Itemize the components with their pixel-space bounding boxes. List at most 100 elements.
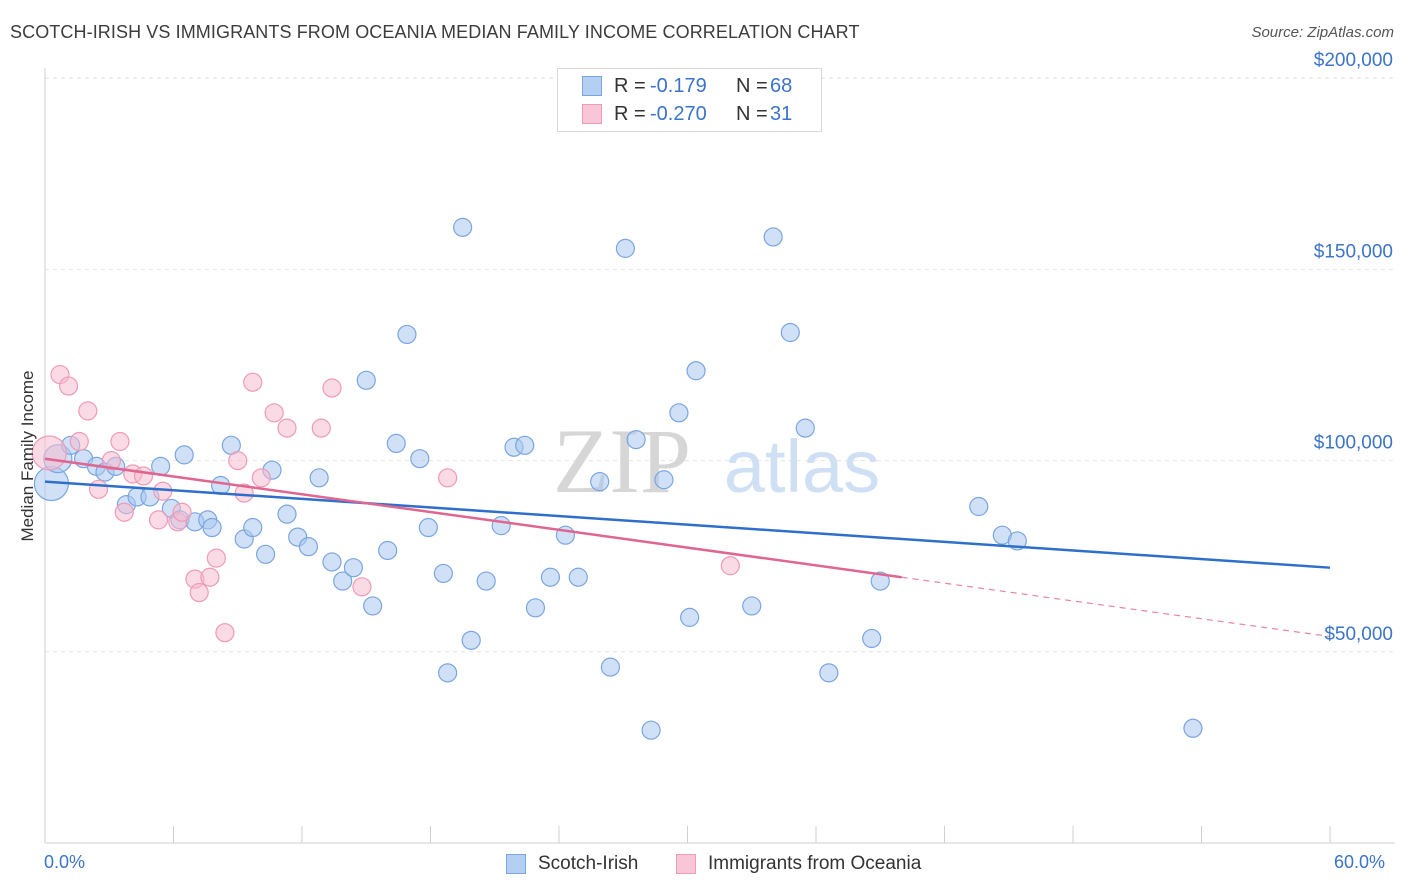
scotch-irish-point	[356, 370, 376, 390]
y-tick-label: $50,000	[1324, 624, 1393, 645]
oceania-point	[114, 502, 134, 522]
oceania-point	[200, 567, 220, 587]
series-legend-scotch-irish[interactable]: Scotch-Irish	[506, 852, 638, 876]
scotch-irish-point	[525, 598, 546, 618]
oceania-point	[69, 431, 89, 452]
scotch-irish-point	[343, 558, 363, 578]
scotch-irish-point	[590, 472, 610, 492]
oceania-trend-extension	[901, 576, 1331, 638]
oceania-point	[352, 577, 372, 597]
oceania-point	[206, 548, 226, 568]
oceania-point	[234, 483, 254, 503]
chart-title: SCOTCH-IRISH VS IMMIGRANTS FROM OCEANIA …	[10, 22, 860, 42]
scotch-irish-point	[363, 596, 383, 616]
scotch-irish-point	[476, 571, 496, 591]
scotch-irish-point	[626, 429, 646, 450]
x-tick-label-min: 0.0%	[44, 852, 86, 872]
legend-swatch-blue	[582, 76, 602, 96]
scotch-irish-point	[969, 496, 989, 517]
legend-n-label: N =	[736, 102, 768, 125]
grid-lines	[45, 77, 1395, 653]
oceania-point	[720, 556, 740, 576]
scotch-irish-point	[333, 571, 353, 591]
oceania-point	[277, 418, 297, 438]
oceania-point	[148, 510, 169, 530]
oceania-point	[189, 582, 209, 603]
watermark: ZIP atlas	[553, 410, 880, 512]
source-label: Source: ZipAtlas.com	[1251, 24, 1394, 41]
legend-n-value: 31	[770, 102, 793, 125]
scotch-irish-point	[641, 720, 661, 740]
scotch-irish-point	[686, 361, 706, 381]
oceania-point	[322, 378, 342, 398]
scotch-irish-point	[568, 567, 588, 587]
scotch-irish-point	[491, 516, 511, 536]
legend-r-label: R =	[614, 74, 646, 97]
scotch-irish-point	[515, 435, 535, 455]
oceania-point	[228, 451, 248, 471]
scotch-irish-point	[418, 517, 438, 538]
watermark-zip: ZIP	[553, 410, 691, 512]
scotch-irish-point	[540, 567, 561, 587]
oceania-point	[110, 431, 130, 452]
scotch-irish-point	[386, 433, 406, 454]
scotch-irish-point	[277, 504, 297, 524]
legend-swatch-blue	[506, 854, 526, 874]
legend-label: Scotch-Irish	[538, 853, 639, 874]
scotch-irish-point	[255, 544, 276, 564]
scotch-irish-point	[461, 630, 481, 650]
axes	[44, 68, 1395, 844]
legend-r-value: -0.270	[650, 102, 707, 125]
y-axis-label: Median Family Income	[18, 370, 37, 542]
y-tick-label: $200,000	[1314, 50, 1393, 71]
scotch-irish-point	[862, 628, 882, 649]
scotch-irish-point	[742, 596, 762, 616]
y-tick-labels: $50,000 $100,000 $150,000 $200,000	[1314, 50, 1393, 645]
legend-swatch-pink	[582, 104, 602, 124]
scotch-irish-point	[795, 418, 815, 438]
scotch-irish-trend-line	[44, 480, 1331, 569]
legend-label: Immigrants from Oceania	[708, 853, 922, 874]
scotch-irish-point	[600, 657, 621, 677]
oceania-point	[58, 376, 79, 396]
scotch-irish-point	[309, 468, 329, 488]
oceania-point	[215, 623, 235, 643]
scotch-irish-point	[322, 552, 342, 572]
legend-swatch-pink	[676, 854, 696, 874]
oceania-trend-line	[44, 457, 902, 579]
legend-r-label: R =	[614, 102, 646, 125]
scotch-irish-point	[780, 322, 800, 343]
oceania-point	[88, 479, 109, 499]
scotch-irish-point	[202, 517, 222, 538]
scotch-irish-point	[410, 449, 430, 469]
y-tick-label: $100,000	[1314, 433, 1393, 454]
oceania-point	[311, 418, 331, 438]
oceania-point	[133, 466, 154, 486]
scotch-irish-point	[243, 517, 263, 538]
scotch-irish-point	[378, 540, 398, 561]
oceania-point	[264, 403, 284, 423]
scotch-irish-point	[669, 403, 689, 423]
oceania-point	[243, 372, 263, 392]
scotch-irish-point	[298, 537, 319, 557]
legend-row-scotch-irish: R = -0.179 N = 68	[582, 73, 792, 99]
oceania-point	[101, 451, 121, 471]
scotch-irish-point	[433, 563, 453, 584]
oceania-point	[78, 401, 98, 421]
scotch-irish-point	[615, 238, 635, 258]
correlation-legend: R = -0.179 N = 68 R = -0.270 N = 31	[557, 68, 822, 132]
scotch-irish-point	[870, 571, 890, 591]
oceania-point	[251, 468, 271, 488]
scotch-irish-point	[438, 663, 458, 683]
series-legend-oceania[interactable]: Immigrants from Oceania	[676, 852, 921, 876]
oceania-points	[31, 364, 740, 643]
scotch-irish-point	[397, 324, 417, 345]
scotch-irish-point	[453, 217, 473, 237]
x-tick-label-max: 60.0%	[1334, 852, 1386, 872]
scotch-irish-point	[174, 445, 194, 465]
trend-lines	[44, 457, 1331, 638]
legend-row-oceania: R = -0.270 N = 31	[582, 101, 792, 127]
oceania-point	[438, 468, 458, 488]
legend-n-value: 68	[770, 74, 793, 97]
